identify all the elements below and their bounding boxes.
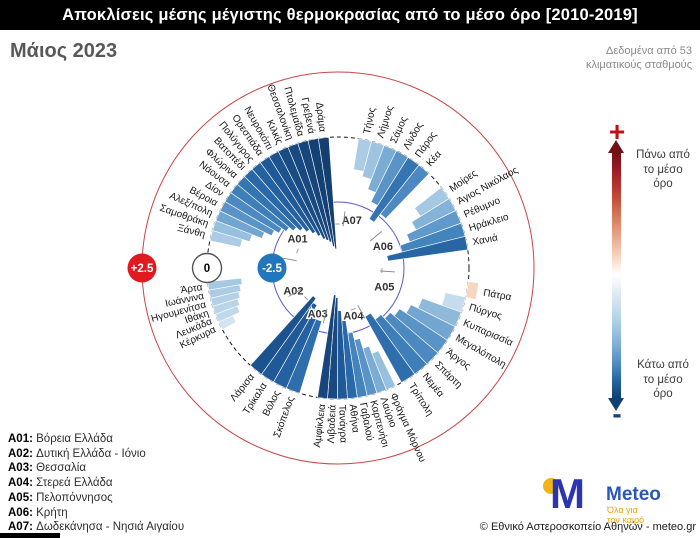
- region-legend-item: A05: Πελοπόννησος: [8, 491, 184, 506]
- logo-name: Meteo: [606, 484, 661, 505]
- station-label: Τήνος: [361, 106, 378, 135]
- sector-code-A04: A04: [343, 311, 364, 323]
- station-label: Αμφίκλεια: [311, 403, 328, 448]
- radial-bar-A03: [249, 295, 317, 375]
- copyright: © Εθνικό Αστεροσκοπείο Αθηνών - meteo.gr: [479, 521, 696, 533]
- radial-bar-A07: [379, 164, 430, 220]
- station-label: Αθήνα: [347, 404, 362, 434]
- color-gradient-bar: [612, 152, 621, 398]
- region-name: Στερεά Ελλάδα: [32, 477, 113, 490]
- gradient-arrow-down-icon: [608, 398, 624, 411]
- sector-code-A02: A02: [283, 286, 303, 298]
- region-name: Πελοπόννησος: [32, 491, 113, 504]
- sector-code-A01: A01: [287, 234, 307, 246]
- radial-bar-A02: [207, 277, 243, 291]
- region-code: A04:: [8, 477, 33, 490]
- gradient-arrow-up-icon: [608, 140, 624, 153]
- region-code: A06:: [8, 506, 33, 519]
- month-label: Μάιος 2023: [10, 40, 118, 62]
- region-code: A05:: [8, 491, 33, 504]
- radial-bar-A04: [317, 294, 337, 399]
- bottom-strip: [0, 533, 60, 538]
- region-name: Δωδεκάνησα - Νησιά Αιγαίου: [32, 521, 185, 534]
- sector-tick: [379, 270, 395, 273]
- scale-badge: [257, 253, 287, 283]
- region-legend-item: A04: Στερεά Ελλάδα: [8, 476, 184, 491]
- sector-tick: [357, 304, 366, 319]
- region-name: Θεσσαλία: [32, 462, 87, 475]
- station-label: Δράμα: [313, 102, 328, 133]
- sector-code-A07: A07: [342, 215, 362, 227]
- logo-dot-icon: [543, 478, 559, 494]
- sector-tick: [281, 257, 297, 262]
- region-name: Δυτική Ελλάδα - Ιόνιο: [32, 447, 146, 460]
- scale-badge-label: -2.5: [262, 263, 282, 275]
- minus-sign: -: [612, 398, 622, 429]
- station-label: Πάτρα: [482, 287, 512, 304]
- sector-code-A05: A05: [374, 282, 394, 294]
- region-legend-item: A02: Δυτική Ελλάδα - Ιόνιο: [8, 447, 184, 462]
- logo-m-icon: M: [550, 470, 585, 517]
- region-legend-item: A06: Κρήτη: [8, 506, 184, 521]
- sector-tick: [369, 231, 382, 242]
- data-note: Δεδομένα από 53 κλιματικούς σταθμούς: [585, 45, 692, 71]
- region-legend-item: A03: Θεσσαλία: [8, 461, 184, 476]
- station-label: Λιβαδειά: [325, 404, 339, 443]
- plus-sign: +: [608, 116, 626, 147]
- radial-bar-A05: [364, 312, 416, 383]
- region-name: Κρήτη: [32, 506, 68, 519]
- title-bar: Αποκλίσεις μέσης μέγιστης θερμοκρασίας α…: [0, 0, 700, 30]
- sector-tick: [342, 211, 346, 227]
- region-legend-item: A07: Δωδεκάνησα - Νησιά Αιγαίου: [8, 520, 184, 535]
- station-label: Χανιά: [471, 232, 498, 249]
- sector-tick: [288, 288, 302, 297]
- scale-badge: [127, 253, 157, 283]
- meteo-logo: M Meteo Όλα για τον καιρό: [540, 468, 700, 526]
- sector-code-A03: A03: [308, 309, 328, 321]
- radial-bar-A07: [368, 156, 420, 223]
- station-label: Άρτα: [180, 282, 203, 296]
- region-code: A02:: [8, 447, 33, 460]
- region-name: Βόρεια Ελλάδα: [32, 433, 113, 445]
- sector-tick: [322, 308, 328, 324]
- radial-bar-A06: [386, 235, 469, 262]
- above-average-label: Πάνω από το μέσο όρο: [636, 149, 690, 190]
- logo-tagline: Όλα για τον καιρό: [607, 505, 645, 525]
- radial-bar-A01: [318, 136, 337, 250]
- scale-badge-label: +2.5: [131, 263, 154, 275]
- sector-code-A06: A06: [373, 241, 393, 253]
- ring-inner-faint: [293, 223, 383, 313]
- page-title: Αποκλίσεις μέσης μέγιστης θερμοκρασίας α…: [62, 5, 638, 24]
- below-average-label: Κάτω από το μέσο όρο: [637, 359, 689, 400]
- region-code: A07:: [8, 521, 33, 534]
- region-code: A01:: [8, 433, 33, 445]
- region-code: A03:: [8, 462, 33, 475]
- station-label: Τανάγρα: [336, 405, 349, 444]
- region-legend: A01: Βόρεια Ελλάδα A02: Δυτική Ελλάδα - Ι…: [8, 432, 184, 535]
- station-label: Πύργος: [468, 301, 504, 322]
- scale-badge-label: 0: [204, 263, 210, 275]
- scale-badge: [191, 252, 223, 284]
- region-legend-item: A01: Βόρεια Ελλάδα: [8, 432, 184, 447]
